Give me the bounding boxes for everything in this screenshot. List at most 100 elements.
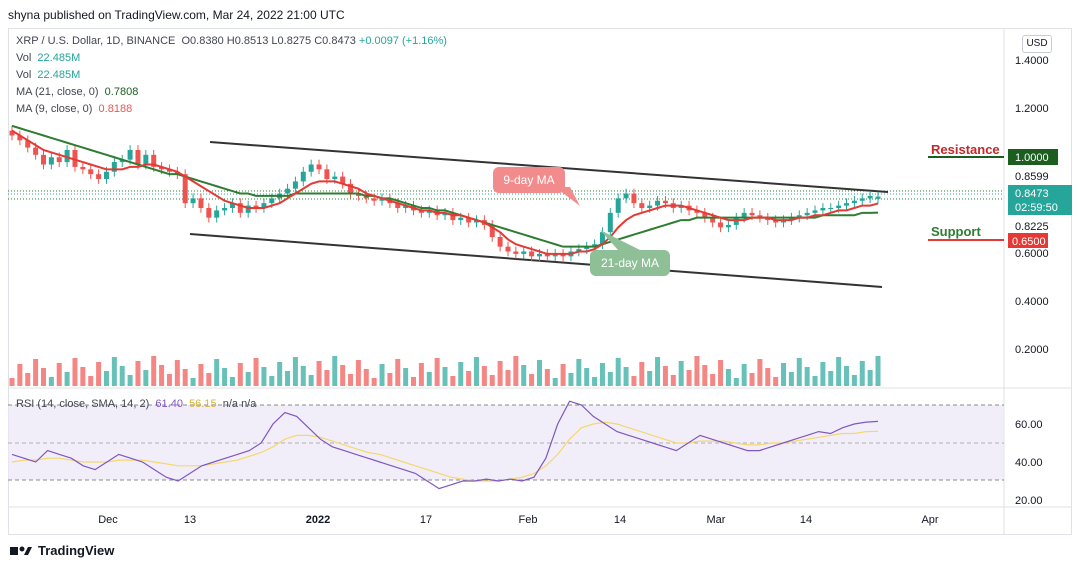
volume-bar	[206, 373, 212, 386]
price-tick: 1.4000	[1015, 55, 1049, 67]
candle-body	[466, 217, 472, 223]
price-tick: 0.2000	[1015, 344, 1049, 356]
volume-bar	[403, 368, 409, 386]
resistance-label: Resistance	[931, 142, 1000, 157]
volume-bar	[639, 362, 645, 386]
resistance-price-text: 1.0000	[1015, 152, 1049, 164]
time-tick: Apr	[921, 514, 938, 526]
volume-bar	[867, 370, 873, 386]
volume-bar	[25, 373, 31, 386]
brand-name: TradingView	[38, 543, 115, 558]
volume-bar	[521, 365, 527, 386]
volume-bar	[151, 356, 157, 386]
support-price-text: 0.6500	[1012, 236, 1046, 248]
volume-bar	[9, 378, 15, 386]
candle-body	[119, 159, 125, 163]
volume-bar	[371, 378, 377, 386]
volume-bar	[127, 375, 133, 386]
volume-bar	[513, 356, 519, 386]
volume-bar	[544, 369, 550, 386]
time-tick: 14	[800, 514, 812, 526]
candle-body	[292, 181, 298, 189]
candle-body	[599, 232, 605, 245]
candle-body	[127, 149, 133, 160]
ma9-callout-text: 9-day MA	[503, 173, 554, 187]
candle-body	[285, 188, 291, 194]
volume-bar	[552, 378, 558, 386]
candle-body	[828, 207, 834, 209]
tradingview-logo-icon	[10, 546, 32, 555]
volume-bar	[592, 377, 598, 386]
chart-frame	[8, 28, 1072, 535]
candle-body	[300, 171, 306, 182]
volume-bar	[143, 370, 149, 386]
rsi-tick: 60.00	[1015, 419, 1043, 431]
candle-body	[458, 217, 464, 221]
volume-bar	[851, 375, 857, 386]
candle-body	[812, 210, 818, 213]
time-tick: 17	[420, 514, 432, 526]
time-tick: Feb	[519, 514, 538, 526]
volume-bar	[308, 375, 314, 386]
candle-body	[48, 157, 54, 165]
candle-body	[96, 174, 102, 179]
candle-body	[788, 217, 794, 221]
volume-bar	[316, 361, 322, 386]
candle-body	[631, 193, 637, 204]
lower-channel-line	[189, 233, 883, 288]
candle-body	[229, 203, 235, 208]
candle-body	[25, 140, 31, 148]
candle-body	[418, 210, 424, 213]
volume-bar	[733, 378, 739, 386]
volume-bar	[749, 373, 755, 386]
candle-body	[442, 212, 448, 216]
time-tick: Dec	[98, 514, 118, 526]
volume-bar	[48, 377, 54, 386]
candle-body	[505, 246, 511, 252]
volume-bar	[788, 372, 794, 386]
candle-body	[765, 217, 771, 221]
candle-body	[237, 203, 243, 213]
currency-button[interactable]: USD	[1022, 35, 1052, 53]
volume-bar	[741, 364, 747, 386]
volume-bar	[710, 374, 716, 386]
candle-body	[56, 157, 62, 163]
candle-body	[355, 193, 361, 196]
volume-bar	[214, 359, 220, 386]
candle-body	[33, 147, 39, 155]
close-value: C0.8473	[314, 35, 356, 47]
time-tick: 13	[184, 514, 196, 526]
volume-bar	[103, 371, 109, 386]
open-value: O0.8380	[181, 35, 224, 47]
candle-body	[820, 207, 826, 211]
change-value: +0.0097 (+1.16%)	[358, 35, 447, 47]
volume-bar	[340, 365, 346, 386]
volume-bar	[859, 361, 865, 386]
candle-body	[17, 135, 23, 141]
candle-body	[253, 205, 259, 208]
volume-bar	[812, 376, 818, 386]
rsi-line	[11, 400, 879, 490]
candle-body	[371, 198, 377, 201]
volume-bar	[261, 367, 267, 386]
volume-bar	[411, 377, 417, 386]
volume-bar	[473, 357, 479, 386]
candle-body	[725, 224, 731, 228]
legend-ohlc: XRP / U.S. Dollar, 1D, BINANCE O0.8380 H…	[16, 35, 447, 47]
volume-bar	[222, 368, 228, 386]
rsi-tick: 40.00	[1015, 457, 1043, 469]
candle-body	[875, 196, 881, 199]
vol2-label: Vol	[16, 69, 32, 81]
countdown-text: 02:59:50	[1015, 202, 1058, 214]
volume-bar	[489, 375, 495, 386]
price-tick: 0.4000	[1015, 296, 1049, 308]
legend-vol2: Vol 22.485M	[16, 69, 80, 81]
low-value: L0.8275	[271, 35, 312, 47]
candle-body	[214, 210, 220, 218]
candle-body	[718, 222, 724, 228]
candle-body	[678, 205, 684, 208]
volume-bar	[442, 367, 448, 386]
volume-bar	[229, 377, 235, 386]
volume-bar	[718, 360, 724, 386]
